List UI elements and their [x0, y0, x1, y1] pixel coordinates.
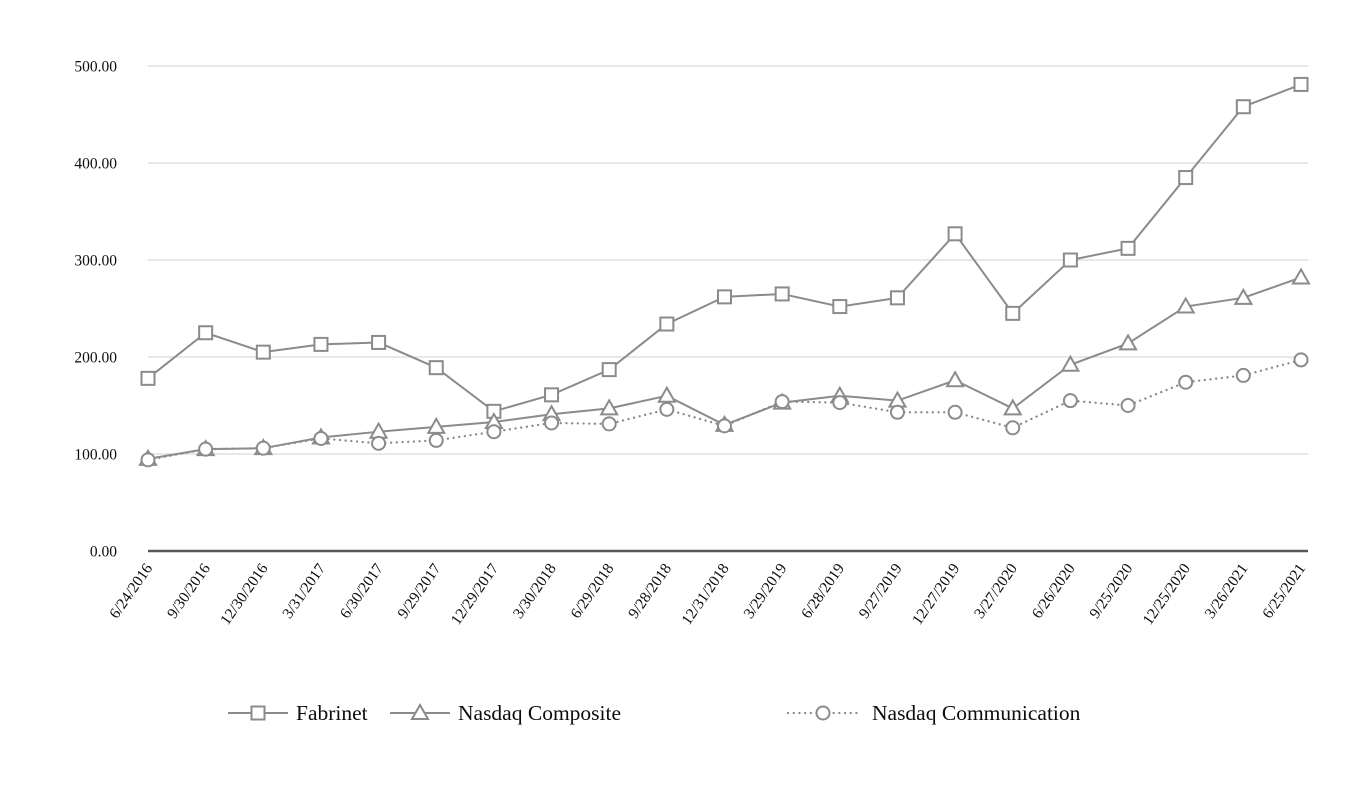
legend-label: Nasdaq Communication [872, 701, 1081, 725]
square-marker [313, 336, 329, 352]
square-marker [140, 370, 156, 386]
triangle-marker [1175, 296, 1196, 314]
circle-marker [1062, 393, 1078, 409]
square-marker [1005, 305, 1021, 321]
square-marker [371, 334, 387, 350]
triangle-marker [599, 398, 619, 416]
square-marker [601, 362, 617, 378]
circle-marker [1120, 398, 1136, 413]
y-axis-tick-label: 100.00 [74, 447, 117, 464]
x-axis-tick-label: 6/25/2021 [1259, 561, 1309, 622]
circle-marker [486, 424, 502, 440]
circle-marker [774, 394, 790, 410]
circle-marker [717, 418, 732, 434]
circle-marker [947, 404, 963, 420]
x-axis-tick-label: 6/26/2020 [1029, 560, 1079, 621]
circle-marker [544, 415, 560, 431]
square-marker [1178, 170, 1194, 186]
x-axis-tick-label: 3/27/2020 [971, 560, 1021, 621]
legend-label: Fabrinet [296, 701, 368, 725]
square-marker [428, 360, 444, 376]
legend-item-fabrinet: Fabrinet [228, 701, 368, 725]
y-axis-tick-label: 400.00 [74, 156, 117, 173]
triangle-marker [1060, 354, 1081, 372]
square-marker [659, 316, 675, 332]
square-marker [255, 344, 271, 360]
x-axis-labels: 6/24/2016 9/30/2016 12/30/2016 3/31/2017 6/3… [106, 560, 1309, 628]
square-marker [544, 387, 560, 403]
legend-item-nasdaq-composite: Nasdaq Composite [390, 701, 621, 725]
square-marker [1235, 99, 1251, 115]
x-axis-tick-label: 3/26/2021 [1202, 561, 1252, 622]
x-axis-tick-label: 9/27/2019 [856, 560, 906, 621]
x-axis-tick-label: 12/29/2017 [448, 560, 503, 628]
x-axis-tick-label: 12/31/2018 [678, 560, 733, 628]
series-line [146, 358, 1303, 461]
circle-marker [428, 432, 444, 448]
x-axis-tick-label: 3/31/2017 [279, 560, 329, 621]
x-axis-tick-label: 6/28/2019 [798, 560, 848, 621]
triangle-marker [945, 370, 965, 388]
square-marker [1120, 240, 1136, 256]
circle-marker [815, 705, 831, 721]
legend-label: Nasdaq Composite [458, 701, 621, 725]
circle-marker [659, 401, 675, 417]
y-axis-tick-label: 300.00 [74, 253, 117, 270]
triangle-marker [1003, 398, 1023, 416]
circle-marker [371, 435, 387, 451]
series-fabrinet [140, 76, 1309, 419]
circle-marker [1235, 367, 1251, 383]
series-nasdaq-communication [140, 352, 1309, 468]
x-axis-tick-label: 6/29/2018 [567, 560, 617, 621]
x-axis-tick-label: 9/28/2018 [625, 560, 675, 621]
triangle-marker [1291, 267, 1311, 285]
square-marker [832, 299, 848, 315]
square-marker [198, 325, 214, 341]
x-axis-tick-label: 9/29/2017 [395, 560, 445, 621]
circle-marker [889, 404, 905, 420]
y-axis-tick-label: 200.00 [74, 350, 117, 367]
triangle-marker [657, 385, 677, 403]
y-axis-tick-label: 500.00 [74, 59, 117, 76]
x-axis-tick-label: 6/30/2017 [337, 560, 387, 621]
x-axis-tick-label: 12/25/2020 [1140, 560, 1195, 628]
circle-marker [1293, 352, 1309, 368]
x-axis-tick-label: 9/25/2020 [1086, 560, 1136, 621]
triangle-marker [426, 416, 446, 434]
x-axis-tick-label: 9/30/2016 [164, 560, 214, 621]
x-axis-tick-label: 6/24/2016 [106, 560, 156, 621]
circle-marker [140, 452, 156, 468]
circle-marker [1178, 374, 1194, 390]
circle-marker [313, 430, 329, 446]
circle-marker [601, 416, 617, 432]
x-axis-tick-label: 12/30/2016 [217, 560, 272, 628]
square-marker [250, 705, 266, 721]
triangle-marker [1233, 287, 1254, 305]
square-marker [717, 289, 732, 305]
circle-marker [832, 395, 848, 411]
square-marker [1062, 252, 1078, 268]
legend-item-nasdaq-communication: Nasdaq Communication [786, 701, 1081, 725]
square-marker [774, 286, 790, 302]
square-marker [947, 226, 963, 242]
square-marker [1293, 76, 1309, 92]
circle-marker [198, 441, 214, 457]
legend: Fabrinet Nasdaq Composite Nasdaq Communica… [228, 701, 1081, 725]
x-axis-tick-label: 3/29/2019 [740, 560, 790, 621]
circle-marker [1005, 420, 1021, 436]
square-marker [889, 290, 905, 306]
triangle-marker [410, 702, 430, 720]
y-axis-tick-label: 0.00 [90, 544, 117, 561]
x-axis-tick-label: 12/27/2019 [909, 560, 964, 628]
gridlines [148, 65, 1308, 455]
triangle-marker [1118, 333, 1138, 351]
x-axis-tick-label: 3/30/2018 [510, 560, 560, 621]
y-axis-labels: 0.00 100.00 200.00 300.00 400.00 500.00 [74, 59, 117, 561]
circle-marker [255, 440, 271, 456]
